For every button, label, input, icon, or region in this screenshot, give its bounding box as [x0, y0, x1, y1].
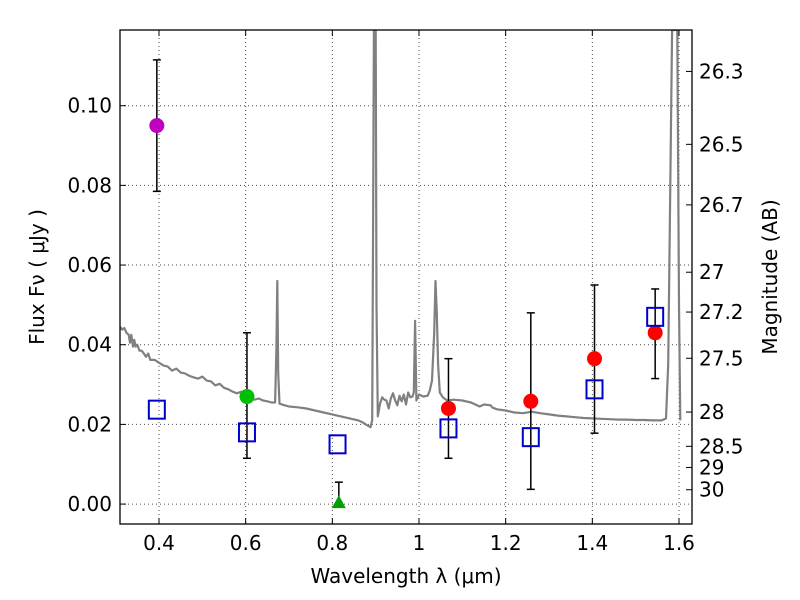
model-photometry-point: [237, 422, 256, 443]
upper-limit-point: [331, 495, 346, 509]
observed-point: [523, 393, 539, 409]
model-photometry-point: [585, 379, 604, 400]
grid-lines: [120, 30, 692, 524]
mag-tick-label: 27.2: [699, 300, 744, 324]
y-tick-label: 0.10: [67, 94, 112, 118]
observed-point: [587, 351, 602, 367]
mag-tick-label: 27: [699, 260, 724, 284]
x-tick-label: 0.6: [230, 531, 262, 555]
mag-tick-label: 28: [699, 400, 724, 424]
y-axis-title: Flux Fν ( μJy ): [25, 209, 49, 345]
mag-tick-label: 26.5: [699, 132, 744, 156]
x-tick-label: 0.8: [316, 531, 348, 555]
y-tick-label: 0.04: [67, 333, 112, 357]
observed-point: [647, 325, 663, 341]
mag-tick-label: 30: [699, 478, 724, 502]
y-tick-label: 0.02: [67, 412, 112, 436]
x-axis-title: Wavelength λ (μm): [310, 564, 501, 588]
x-tick-label: 1.6: [663, 531, 695, 555]
model-photometry-point: [521, 427, 540, 448]
model-photometry-point: [328, 434, 347, 455]
mag-tick-label: 26.7: [699, 193, 744, 217]
mag-tick-label: 28.5: [699, 434, 744, 458]
y-tick-label: 0.08: [67, 173, 112, 197]
model-photometry-point: [439, 418, 458, 439]
x-tick-label: 1: [413, 531, 426, 555]
x-tick-label: 0.4: [143, 531, 175, 555]
mag-tick-label: 29: [699, 455, 724, 479]
x-tick-label: 1.4: [576, 531, 608, 555]
axes: 0.4 0.6 0.8 1 1.2 1.4 1.6 0.00 0.02 0.04 0.06 0.08 0…: [67, 30, 744, 555]
model-photometry-point: [147, 399, 166, 420]
data-markers: [147, 59, 665, 509]
x-tick-label: 1.2: [490, 531, 522, 555]
observed-point: [440, 400, 456, 416]
y-axis-right-title: Magnitude (AB): [758, 199, 782, 354]
observed-point: [239, 389, 255, 405]
y-tick-label: 0.00: [67, 492, 112, 516]
observed-point: [149, 118, 165, 134]
plot-frame: [119, 29, 693, 525]
mag-tick-label: 26.3: [699, 59, 744, 83]
mag-tick-label: 27.5: [699, 346, 744, 370]
y-tick-label: 0.06: [67, 253, 112, 277]
model-photometry-point: [646, 306, 665, 327]
